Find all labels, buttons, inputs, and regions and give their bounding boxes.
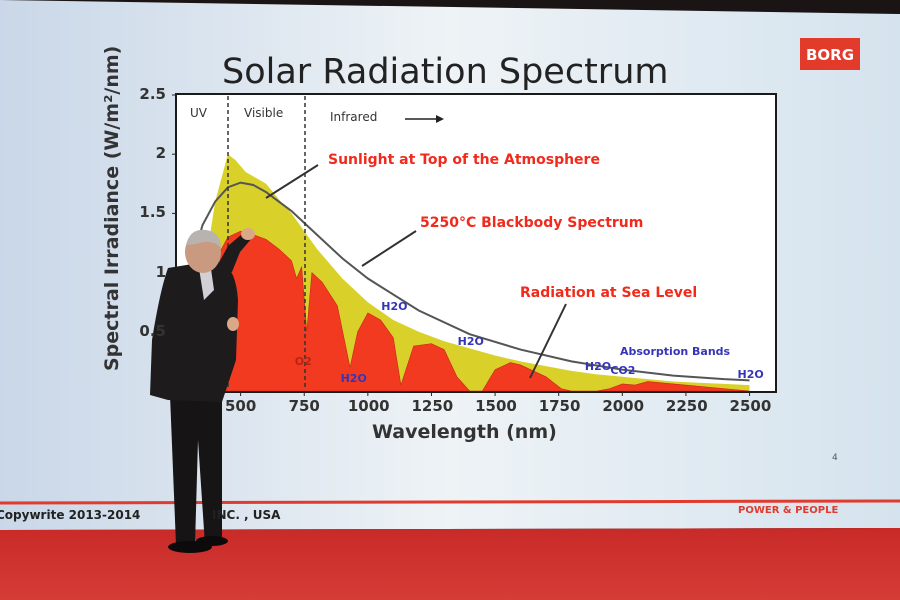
x-tick-label: 500 (224, 397, 257, 415)
absorption-band-label: H2O (584, 360, 612, 373)
y-tick-label: 1.5 (139, 203, 166, 222)
region-visible: Visible (244, 106, 284, 120)
x-tick-label: 1750 (538, 397, 581, 415)
x-tick-label: 1250 (411, 397, 454, 415)
x-tick-label: 750 (288, 397, 320, 415)
footer-line (0, 499, 900, 505)
x-tick-label: 2500 (729, 397, 772, 415)
page-number: 4 (832, 453, 838, 463)
absorption-band-label: CO2 (610, 364, 636, 377)
y-tick-label: 2.5 (139, 85, 166, 103)
borg-logo (800, 38, 860, 70)
absorption-band-label: O2 (294, 355, 312, 368)
footer-company: INC. , USA (212, 508, 281, 522)
slide-title: Solar Radiation Spectrum (222, 52, 669, 92)
blackbody-arrow (361, 230, 417, 267)
toa-arrow (265, 164, 319, 199)
y-tick-label: 0.5 (139, 321, 166, 340)
y-axis-label: Spectral Irradiance (W/m²/nm) (101, 45, 123, 371)
y-tick-label: 1 (155, 262, 166, 281)
annotation-blackbody: 5250°C Blackbody Spectrum (420, 215, 644, 231)
annotation-absorption-bands: Absorption Bands (620, 345, 731, 358)
stage-floor (0, 528, 900, 600)
footer-tagline: POWER & PEOPLE (738, 505, 839, 516)
absorption-band-label: H2O (381, 300, 408, 313)
infrared-arrow-head (436, 115, 444, 123)
y-tick-label: 2 (155, 144, 166, 163)
annotation-top-of-atmosphere: Sunlight at Top of the Atmosphere (328, 152, 600, 168)
series-sea-level-area (189, 230, 750, 392)
x-tick-label: 2250 (665, 397, 708, 415)
x-tick-label: 1000 (347, 397, 390, 415)
region-infrared: Infrared (330, 110, 378, 124)
footer-copyright: Copywrite 2013-2014 (0, 508, 141, 522)
absorption-band-label: H2O (340, 372, 367, 385)
x-tick-label: 2000 (602, 397, 645, 415)
absorption-band-label: H2O (457, 335, 484, 348)
x-axis-label: Wavelength (nm) (372, 421, 557, 443)
presenter (150, 228, 255, 553)
region-uv: UV (190, 106, 207, 120)
annotation-sea-level: Radiation at Sea Level (520, 285, 698, 301)
absorption-band-label: H2O (737, 368, 764, 381)
x-tick-label: 1500 (475, 397, 517, 415)
sealevel-arrow (529, 303, 567, 379)
logo-text: BORG (806, 46, 855, 64)
